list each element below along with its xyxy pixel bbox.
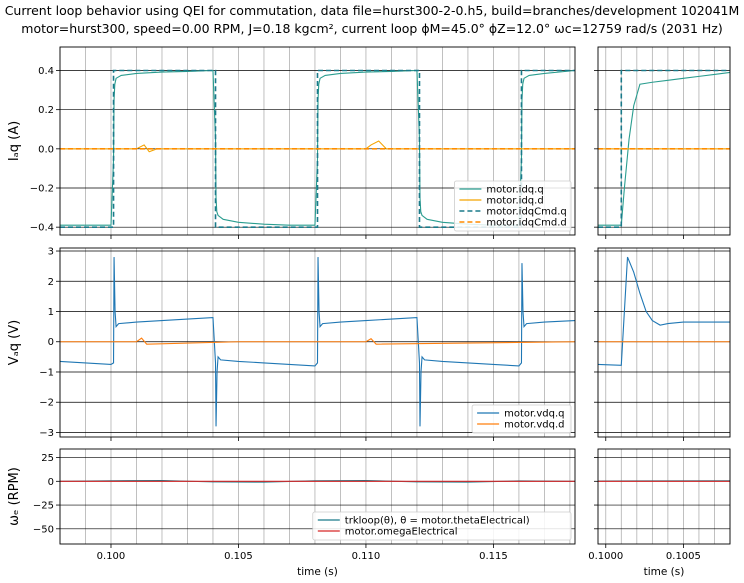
- plot-frame: [597, 46, 731, 236]
- y-axis-label: Iₐq (A): [7, 121, 22, 161]
- y-tick-label: 0.0: [38, 144, 54, 155]
- plot-frame: [59, 46, 576, 236]
- x-tick-label: 0.115: [479, 551, 508, 562]
- plot-frame: [597, 247, 731, 438]
- y-tick-label: −2: [39, 398, 54, 409]
- legend-entry: motor.vdq.q: [504, 409, 564, 420]
- legend-entry: trkloop(θ), θ = motor.thetaElectrical): [345, 516, 530, 527]
- y-tick-label: 0.4: [38, 66, 54, 77]
- y-tick-label: −50: [33, 524, 54, 535]
- plot-frame: [59, 247, 576, 438]
- series-group: [60, 479, 575, 483]
- legend-entry: motor.idq.q: [486, 185, 543, 196]
- y-tick-label: −25: [33, 501, 54, 512]
- series-line: [598, 256, 730, 366]
- y-axis-label: Vₐq (V): [7, 320, 22, 365]
- panel-current-zoom: [594, 46, 731, 239]
- series-line: [598, 71, 730, 226]
- panel-speed-zoom: 0.1000 0.1005 time (s): [588, 448, 731, 578]
- series-line: [60, 337, 575, 345]
- y-tick-label: 0: [48, 337, 54, 348]
- x-axis-label: time (s): [297, 566, 338, 578]
- y-tick-label: −1: [39, 367, 54, 378]
- legend-box: [453, 180, 572, 232]
- legend-box: [471, 404, 572, 434]
- figure-title-line-1: Current loop behavior using QEI for comm…: [5, 3, 740, 18]
- y-tick-label: −0.4: [30, 223, 54, 234]
- legend-entry: motor.idq.d: [486, 196, 543, 207]
- series-group: [598, 256, 730, 366]
- y-tick-label: −0.2: [30, 184, 54, 195]
- series-line: [60, 257, 575, 427]
- panel-voltage-zoom: [594, 247, 731, 441]
- figure-title-line-2: motor=hurst300, speed=0.00 RPM, J=0.18 k…: [21, 21, 722, 36]
- legend: trkloop(θ), θ = motor.thetaElectrical)mo…: [312, 511, 572, 541]
- legend-entry: motor.idqCmd.d: [486, 218, 566, 229]
- y-axis-label: ωₑ (RPM): [7, 467, 22, 526]
- x-tick-label: 0.100: [97, 551, 126, 562]
- x-axis-label: time (s): [644, 566, 685, 578]
- y-tick-label: 3: [48, 247, 54, 258]
- plot-frame: [597, 448, 731, 545]
- y-tick-label: 2: [48, 277, 54, 288]
- legend-entry: motor.vdq.d: [504, 420, 564, 431]
- legend-box: [312, 511, 572, 541]
- y-tick-label: 0: [48, 477, 54, 488]
- y-tick-label: −3: [39, 428, 54, 439]
- plot-area: [598, 47, 730, 235]
- x-tick-label: 0.105: [224, 551, 253, 562]
- legend-entry: motor.idqCmd.q: [486, 207, 566, 218]
- x-tick-label: 0.1000: [588, 551, 623, 562]
- x-tick-label: 0.1005: [666, 551, 701, 562]
- plot-frame: [59, 448, 576, 545]
- series-line: [598, 69, 730, 228]
- plot-area: [598, 248, 730, 437]
- legend: motor.idq.qmotor.idq.dmotor.idqCmd.qmoto…: [453, 180, 572, 232]
- series-group: [60, 257, 575, 427]
- legend-entry: motor.omegaElectrical: [345, 527, 458, 538]
- panel-speed-main: 0.100 0.105 0.110 0.115 −50 −25 0 25 ωₑ (RPM) tim…: [7, 448, 576, 578]
- series-group: [598, 69, 730, 228]
- y-tick-label: 0.2: [38, 105, 54, 116]
- y-tick-label: 25: [41, 453, 54, 464]
- x-tick-label: 0.110: [352, 551, 381, 562]
- y-tick-label: 1: [48, 307, 54, 318]
- plot-area: [598, 449, 730, 544]
